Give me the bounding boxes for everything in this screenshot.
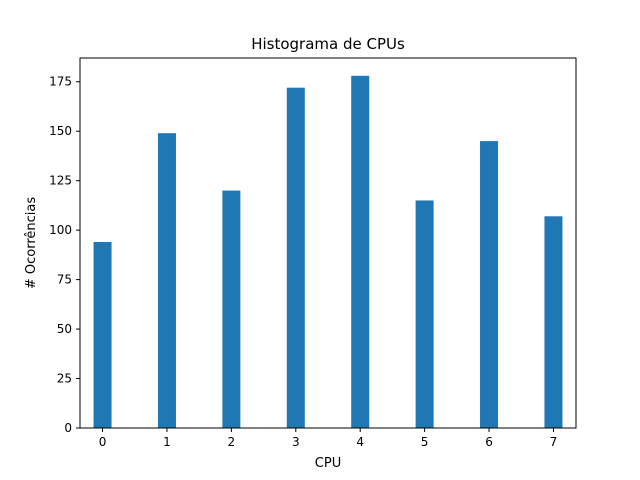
x-axis-label: CPU	[315, 456, 341, 471]
y-tick-label: 50	[57, 322, 72, 336]
plot-frame	[79, 57, 577, 429]
bar-cpu-2	[222, 190, 241, 428]
y-axis-label: # Ocorrências	[24, 197, 39, 289]
y-tick-label: 100	[49, 223, 72, 237]
y-tick-label: 175	[49, 75, 72, 89]
bar-cpu-4	[351, 75, 370, 428]
chart-title: Histograma de CPUs	[251, 35, 405, 53]
bar-cpu-0	[93, 242, 112, 428]
y-tick-label: 25	[57, 372, 72, 386]
bar-cpu-5	[415, 200, 434, 428]
bar-cpu-3	[286, 87, 305, 429]
x-tick-label: 3	[292, 435, 300, 449]
y-tick-label: 0	[64, 421, 72, 435]
x-tick-label: 1	[163, 435, 171, 449]
bars-group	[93, 75, 563, 429]
x-tick-label: 5	[421, 435, 429, 449]
y-axis-ticks: 0 25 50 75 100 125 150 175	[49, 75, 80, 435]
x-tick-label: 6	[485, 435, 493, 449]
x-tick-label: 2	[228, 435, 236, 449]
bar-cpu-7	[544, 216, 563, 428]
x-axis-ticks: 0 1 2 3 4 5 6 7	[99, 428, 558, 449]
x-tick-label: 7	[550, 435, 558, 449]
y-tick-label: 75	[57, 273, 72, 287]
bar-cpu-1	[157, 133, 176, 428]
y-tick-label: 150	[49, 124, 72, 138]
x-tick-label: 4	[356, 435, 364, 449]
y-tick-label: 125	[49, 174, 72, 188]
bar-cpu-6	[480, 141, 499, 428]
x-tick-label: 0	[99, 435, 107, 449]
